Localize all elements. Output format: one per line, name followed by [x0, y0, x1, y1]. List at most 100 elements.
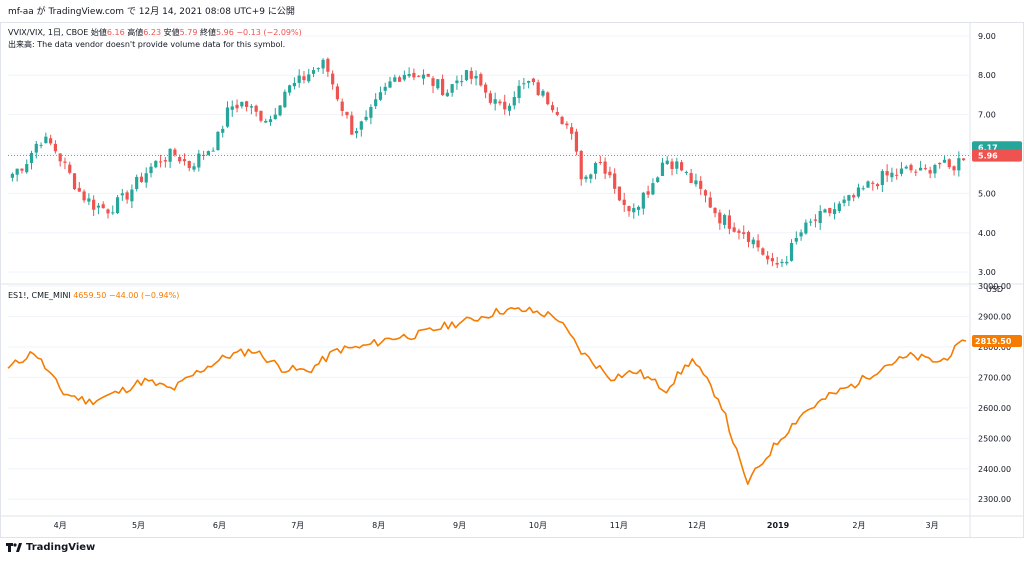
candle-body [44, 136, 48, 144]
candle-body [393, 77, 397, 82]
candle-body [962, 158, 966, 161]
candle-body [197, 153, 201, 168]
candle-body [273, 114, 277, 120]
high-label: 高値 [127, 28, 144, 37]
tv-logo-icon [6, 543, 22, 552]
candle-body [130, 189, 134, 202]
candle-body [880, 171, 884, 186]
top-y-tick-label: 3.00 [978, 268, 996, 277]
candle-body [632, 208, 636, 213]
candle-body [474, 75, 478, 79]
candle-body [249, 106, 253, 108]
candle-body [651, 183, 655, 195]
x-tick-label: 3月 [926, 521, 939, 530]
candle-body [402, 74, 406, 80]
candle-body [440, 78, 445, 96]
candle-body [206, 151, 210, 156]
candle-body [579, 150, 583, 180]
top-y-tick-label: 5.00 [978, 189, 996, 198]
candle-body [560, 116, 564, 125]
candle-body [25, 164, 29, 173]
candle-body [68, 164, 72, 173]
candle-body [527, 80, 531, 83]
candle-body [517, 85, 521, 98]
candle-body [335, 86, 340, 100]
top-y-tick-label: 7.00 [978, 111, 996, 120]
candle-body [230, 106, 234, 110]
tradingview-logo[interactable]: TradingView [6, 542, 95, 553]
candle-body [397, 77, 402, 82]
candle-body [369, 107, 373, 118]
candle-body [574, 131, 579, 152]
candle-body [746, 232, 751, 242]
top-symbol: VVIX/VIX, 1日, CBOE [8, 28, 89, 37]
candle-body [914, 171, 918, 173]
candle-body [307, 74, 311, 82]
candle-body [732, 227, 736, 232]
candle-body [756, 240, 760, 248]
candle-body [331, 73, 335, 85]
high-price-badge: 6.17 [978, 143, 998, 152]
candle-body [388, 81, 392, 88]
candle-body [895, 174, 899, 176]
candle-body [656, 177, 660, 183]
candle-body [445, 92, 449, 97]
x-tick-label: 11月 [610, 521, 628, 530]
es-price-line [7, 306, 967, 485]
candle-body [818, 211, 822, 223]
candle-body [546, 92, 550, 105]
bottom-legend: ES1!, CME_MINI 4659.50 −44.00 (−0.94%) [8, 291, 179, 300]
candle-body [613, 173, 617, 189]
candle-body [431, 78, 435, 86]
candle-body [225, 107, 230, 127]
candle-body [354, 130, 359, 134]
candle-body [450, 84, 454, 93]
candle-body [957, 158, 961, 171]
candle-body [875, 184, 880, 187]
candle-body [531, 78, 536, 83]
candle-body [144, 173, 148, 183]
candle-body [541, 90, 545, 96]
bottom-change: −44.00 (−0.94%) [108, 291, 180, 300]
candle-body [63, 161, 67, 163]
candle-body [751, 239, 755, 245]
candle-body [742, 232, 746, 235]
candle-body [264, 120, 268, 123]
candle-body [182, 159, 187, 162]
candle-body [297, 75, 301, 83]
candle-body [345, 111, 349, 116]
bottom-unit-label: USD [986, 285, 1003, 294]
candle-body [737, 230, 741, 233]
candle-body [665, 160, 669, 165]
candle-body [770, 258, 775, 262]
candle-body [627, 206, 631, 212]
candle-body [909, 164, 913, 171]
candle-body [154, 160, 158, 168]
close-value: 5.96 [215, 28, 234, 37]
chart-area[interactable]: 9.008.007.006.005.004.003.006.175.963000… [0, 22, 1024, 538]
candle-body [933, 164, 937, 174]
candle-body [216, 131, 220, 151]
candle-body [799, 232, 803, 237]
candle-body [92, 199, 96, 210]
candle-body [283, 91, 287, 108]
candle-body [484, 84, 488, 93]
candle-body [684, 171, 688, 173]
bottom-symbol: ES1!, CME_MINI [8, 291, 71, 300]
candle-body [460, 81, 464, 83]
candle-body [39, 144, 43, 146]
candle-body [192, 166, 196, 170]
candle-body [340, 101, 344, 112]
candle-body [918, 167, 923, 171]
candle-body [426, 73, 430, 77]
candle-body [221, 128, 225, 133]
x-tick-label: 5月 [132, 521, 145, 530]
top-y-tick-label: 9.00 [978, 32, 996, 41]
candle-body [158, 161, 163, 163]
bottom-y-tick-label: 2600.00 [978, 404, 1011, 413]
candle-body [364, 116, 368, 120]
candle-body [53, 143, 58, 152]
candle-body [622, 199, 626, 205]
candle-body [436, 79, 440, 89]
candle-body [804, 222, 808, 234]
